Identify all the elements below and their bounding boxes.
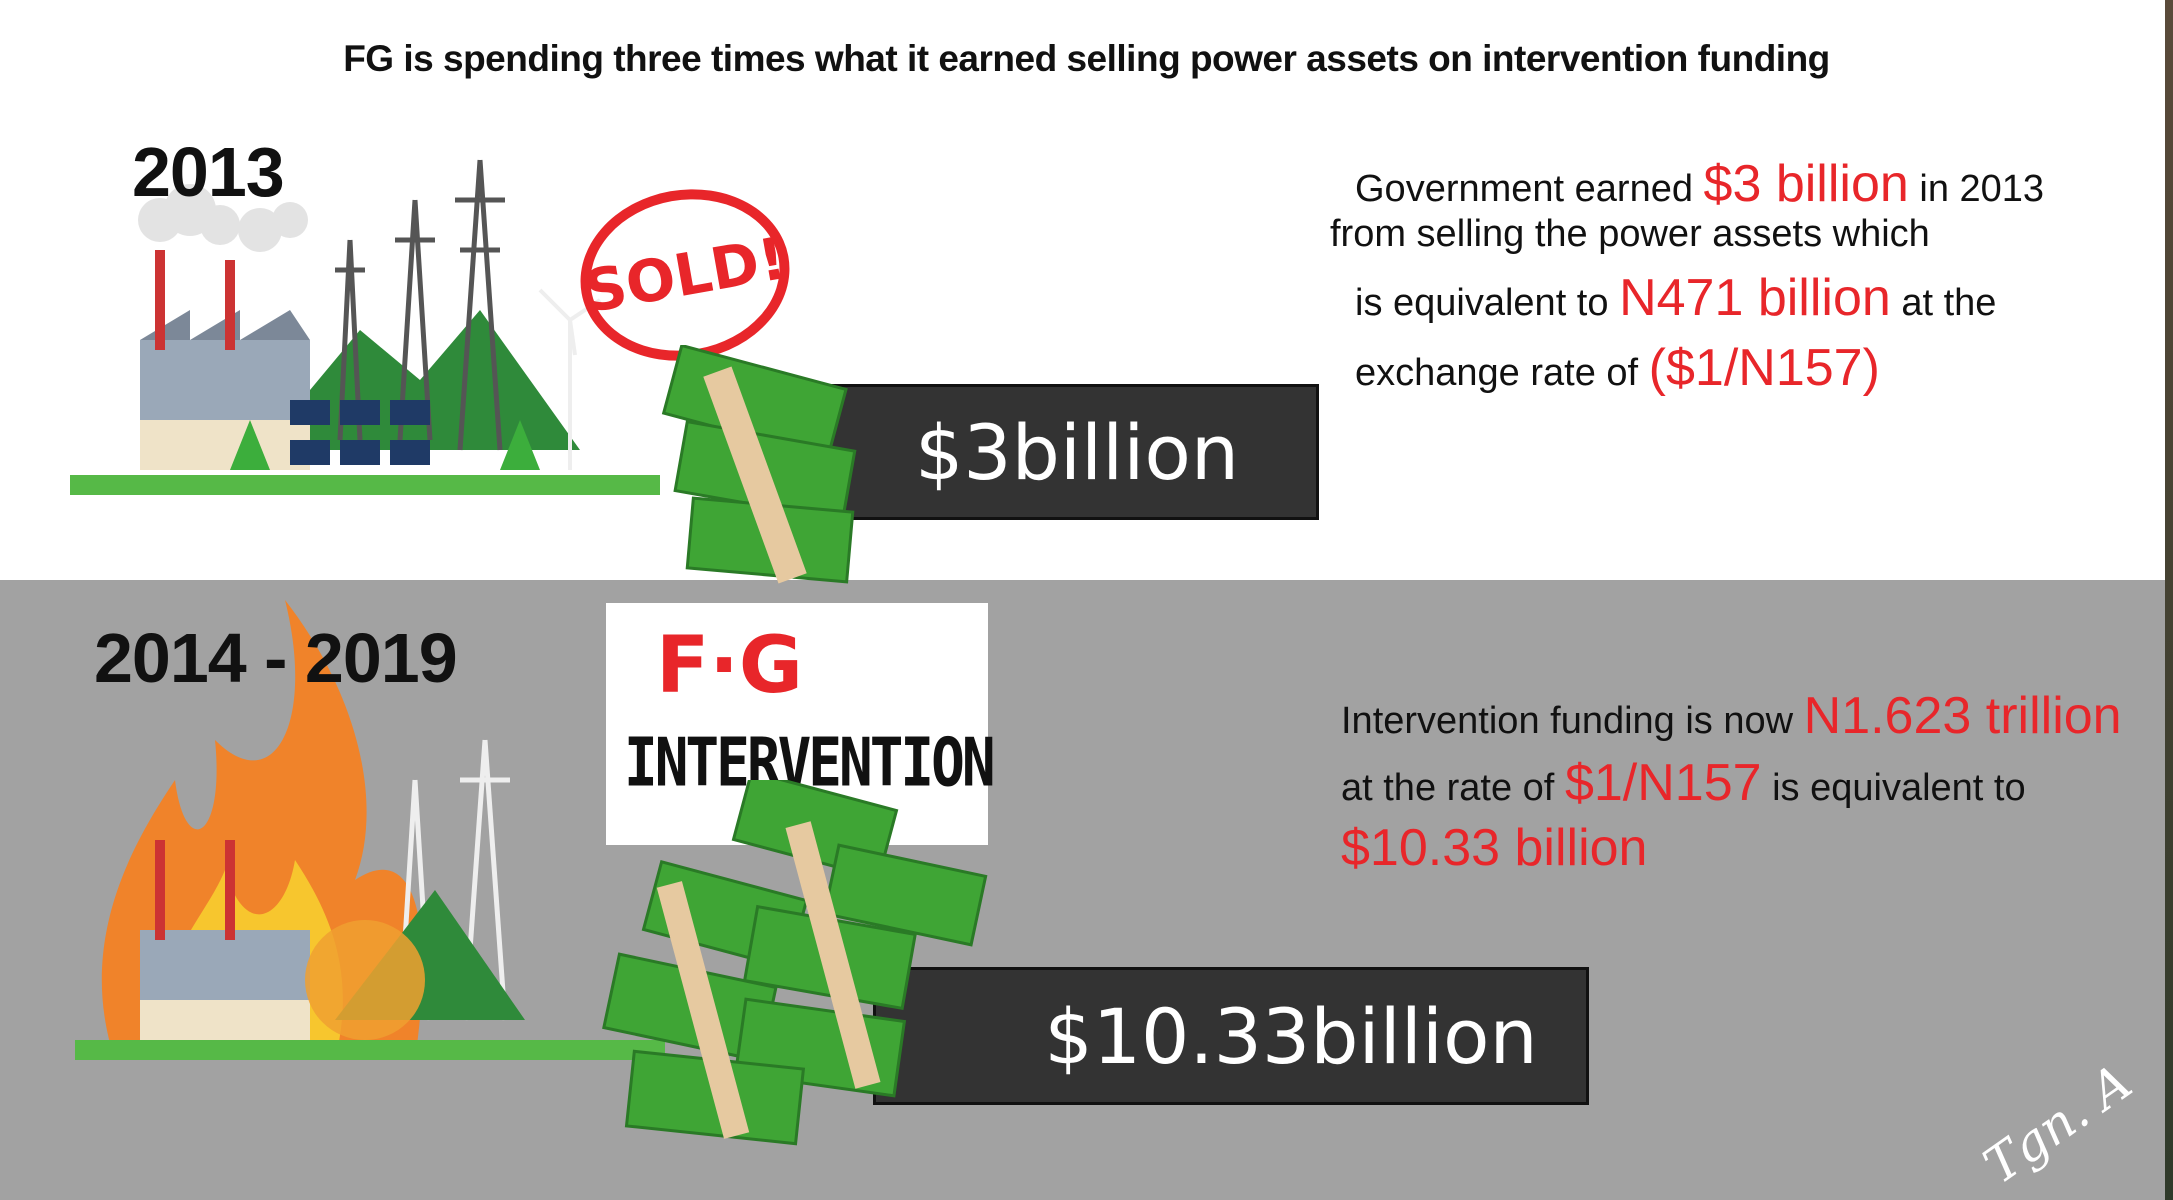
- money-stack-icon: [661, 345, 857, 584]
- amount-box-2014-2019: $10.33billion: [873, 967, 1589, 1105]
- smoke-icon: [138, 184, 308, 252]
- year-2014-2019: 2014 - 2019: [94, 619, 458, 697]
- tree-icon: [230, 420, 540, 470]
- amount-box-2013: $3billion: [755, 384, 1319, 520]
- money-stacks-icon: [602, 780, 988, 1146]
- edge-strip: [2165, 0, 2173, 1200]
- power-plant-illustration-2013: [70, 159, 660, 495]
- factory-icon: [140, 250, 310, 470]
- year-2013: 2013: [132, 133, 285, 211]
- burning-power-plant-illustration: [75, 600, 665, 1060]
- page-title: FG is spending three times what it earne…: [343, 38, 1830, 79]
- wind-turbine-icon: [538, 288, 602, 470]
- solar-panel-icon: [290, 400, 430, 465]
- factory-icon: [140, 840, 310, 1040]
